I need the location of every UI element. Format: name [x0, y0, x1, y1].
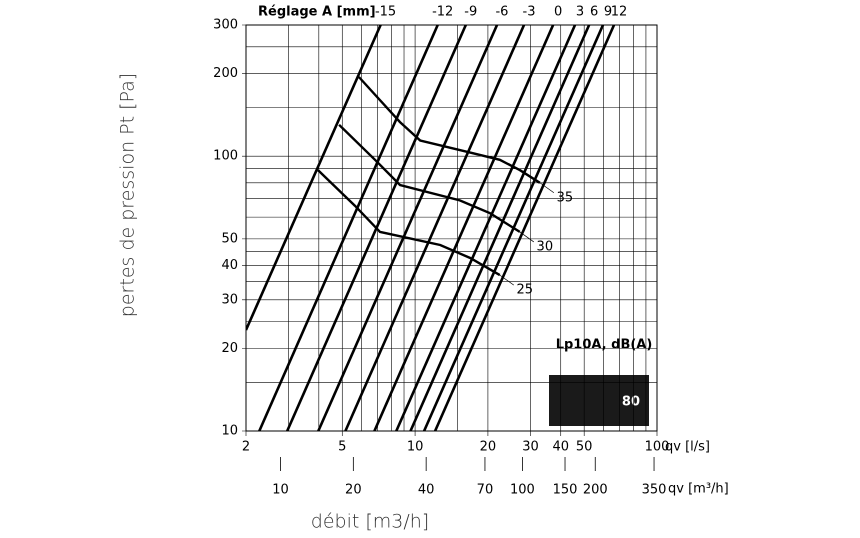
setting-label: -12 [432, 5, 453, 20]
x-axis-label: qv [l/s] [665, 440, 710, 455]
setting-label: 9 [604, 5, 612, 20]
badge-title: Lp10A, dB(A) [556, 338, 653, 353]
x-tick-label: 20 [480, 440, 497, 455]
y-tick-label: 10 [221, 424, 238, 439]
y-tick-label: 20 [221, 341, 238, 356]
y-tick-label: 300 [213, 18, 238, 33]
noise-label: 30 [537, 239, 554, 254]
y-tick-label: 100 [213, 149, 238, 164]
x2-tick-label: 200 [583, 483, 608, 498]
noise-curve [358, 76, 541, 184]
setting-line [395, 25, 577, 431]
x2-tick-label: 350 [642, 483, 667, 498]
x-tick-label: 5 [338, 440, 346, 455]
setting-label: -15 [375, 5, 396, 20]
setting-label: 3 [576, 5, 584, 20]
noise-label: 25 [517, 283, 534, 298]
x-tick-label: 50 [576, 440, 593, 455]
noise-curve [338, 123, 521, 233]
x2-tick-label: 40 [418, 483, 435, 498]
x-tick-label: 10 [407, 440, 424, 455]
x-tick-label: 2 [242, 440, 250, 455]
setting-line [258, 25, 439, 431]
setting-line [317, 25, 499, 431]
setting-line [373, 25, 555, 431]
y-axis-title: pertes de pression Pt [Pa] [117, 73, 139, 317]
x2-tick-label: 150 [553, 483, 578, 498]
setting-label: -3 [523, 5, 536, 20]
x-axis-title: débit [m3/h] [311, 511, 429, 533]
curve-leader [519, 231, 535, 243]
x2-tick-label: 70 [477, 483, 494, 498]
curve-leader [539, 182, 555, 194]
setting-label: -6 [495, 5, 508, 20]
noise-curve [317, 169, 501, 277]
setting-line [433, 25, 616, 431]
curve-leader [499, 274, 515, 286]
y-tick-label: 40 [221, 258, 238, 273]
noise-label: 35 [557, 190, 574, 205]
badge-value: 80 [622, 395, 640, 410]
plot-lines [246, 25, 616, 431]
x2-tick-label: 20 [345, 483, 362, 498]
setting-label: -9 [464, 5, 477, 20]
x2-tick-label: 10 [272, 483, 289, 498]
setting-label: 12 [611, 5, 628, 20]
badge-box [549, 375, 649, 426]
setting-label: 6 [590, 5, 598, 20]
x2-axis-label: qv [m³/h] [668, 482, 729, 497]
setting-line [409, 25, 591, 431]
plot-frame [245, 24, 658, 432]
x-tick-label: 100 [645, 440, 670, 455]
x2-tick-label: 100 [510, 483, 535, 498]
x-tick-label: 30 [522, 440, 539, 455]
setting-label: 0 [554, 5, 562, 20]
setting-line [344, 25, 526, 431]
x-tick-label: 40 [552, 440, 569, 455]
y-tick-label: 50 [221, 231, 238, 246]
y-tick-label: 200 [213, 66, 238, 81]
y-tick-label: 30 [221, 292, 238, 307]
series-title: Réglage A [mm] [258, 5, 376, 20]
setting-line [246, 25, 382, 331]
